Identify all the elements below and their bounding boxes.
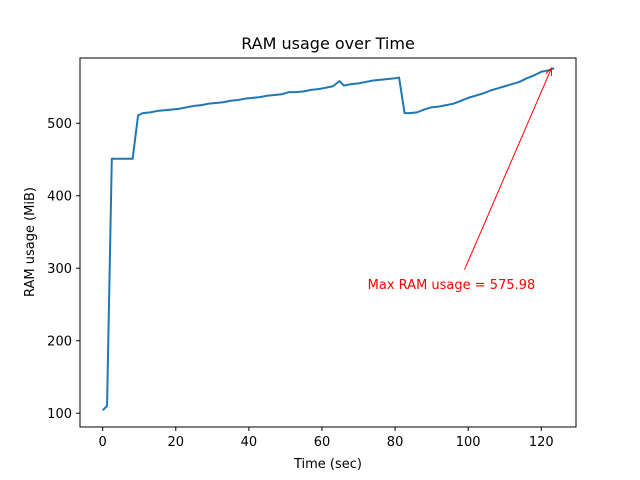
ram-usage-line — [101, 67, 555, 412]
x-tick-label: 40 — [241, 435, 258, 450]
x-tick-label: 80 — [387, 435, 404, 450]
annotation-arrow — [464, 67, 552, 270]
y-tick-label: 100 — [47, 407, 72, 422]
y-tick-label: 500 — [47, 117, 72, 132]
x-tick-label: 20 — [167, 435, 184, 450]
y-axis: 100 200 300 400 500 — [47, 117, 80, 422]
plot-content: Max RAM usage = 575.98 — [101, 66, 555, 412]
x-tick-label: 0 — [99, 435, 107, 450]
plot-frame — [79, 57, 577, 428]
y-axis-label: RAM usage (MiB) — [23, 187, 38, 297]
x-tick-label: 120 — [529, 435, 554, 450]
x-axis-label: Time (sec) — [293, 457, 362, 472]
y-tick-label: 400 — [47, 190, 72, 205]
x-tick-label: 100 — [456, 435, 481, 450]
x-tick-label: 60 — [314, 435, 331, 450]
annotation-arrowhead — [545, 66, 553, 77]
x-axis: 0 20 40 60 80 100 120 — [99, 427, 554, 450]
y-tick-label: 200 — [47, 335, 72, 350]
max-ram-annotation: Max RAM usage = 575.98 — [368, 278, 536, 293]
chart-title: RAM usage over Time — [241, 34, 415, 53]
y-tick-label: 300 — [47, 262, 72, 277]
